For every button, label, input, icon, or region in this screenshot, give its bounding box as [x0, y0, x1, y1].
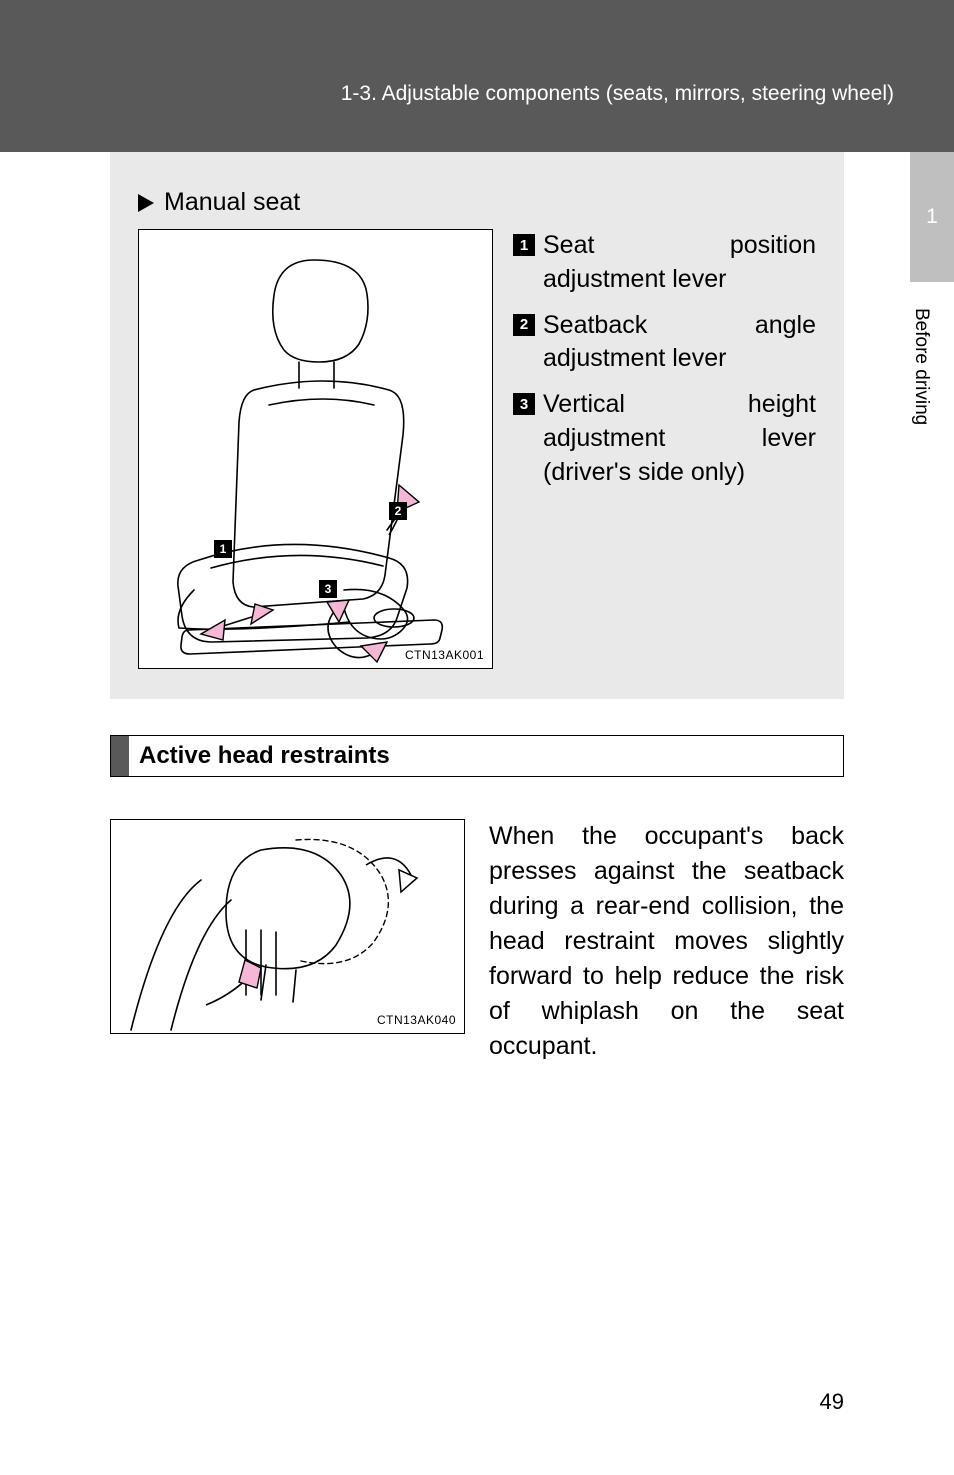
section-title: Active head restraints — [129, 736, 400, 776]
seat-figure: 1 2 3 CTN13AK001 — [138, 229, 493, 669]
manual-seat-block: Manual seat — [110, 152, 844, 699]
callout-text: Vertical height adjustment lever (driver… — [543, 388, 816, 489]
callout-item: 1 Seat position adjustment lever — [513, 229, 816, 297]
callout-list: 1 Seat position adjustment lever 2 Seatb… — [513, 229, 816, 669]
chapter-label: Before driving — [910, 308, 932, 425]
manual-seat-heading: Manual seat — [138, 188, 816, 217]
callout-item: 2 Seatback angle adjustment lever — [513, 309, 816, 377]
section-title-bar: Active head restraints — [110, 735, 844, 777]
section-header: 1-3. Adjustable components (seats, mirro… — [0, 0, 954, 152]
svg-text:3: 3 — [325, 582, 332, 596]
callout-text: Seatback angle adjustment lever — [543, 309, 816, 377]
side-tabs: 1 Before driving — [910, 152, 954, 425]
figure-code: CTN13AK040 — [377, 1013, 456, 1027]
section-tab-icon — [111, 736, 129, 776]
svg-text:2: 2 — [395, 504, 402, 518]
chapter-number: 1 — [926, 205, 938, 229]
body-paragraph: When the occupant's back presses against… — [489, 819, 844, 1064]
callout-number: 1 — [513, 234, 535, 256]
breadcrumb: 1-3. Adjustable components (seats, mirro… — [341, 82, 894, 106]
chapter-tab: 1 — [910, 152, 954, 282]
seat-svg: 1 2 3 — [139, 230, 493, 669]
callout-item: 3 Vertical height adjustment lever (driv… — [513, 388, 816, 489]
manual-seat-heading-text: Manual seat — [164, 188, 300, 217]
svg-text:1: 1 — [220, 542, 227, 556]
triangle-bullet-icon — [138, 194, 154, 212]
headrest-svg — [111, 820, 465, 1034]
figure-code: CTN13AK001 — [405, 648, 484, 662]
headrest-figure: CTN13AK040 — [110, 819, 465, 1034]
callout-number: 3 — [513, 393, 535, 415]
page-number: 49 — [820, 1389, 844, 1415]
callout-number: 2 — [513, 314, 535, 336]
callout-text: Seat position adjustment lever — [543, 229, 816, 297]
